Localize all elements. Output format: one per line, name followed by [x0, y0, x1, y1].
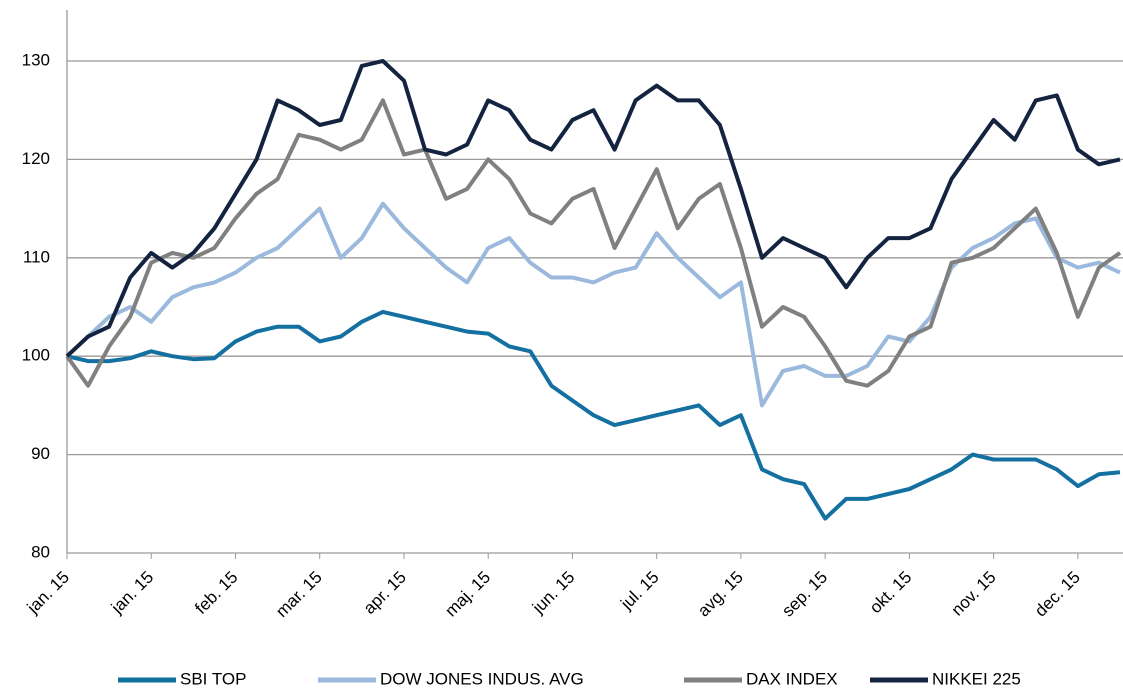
line-series	[65, 98, 1122, 388]
line-series	[66, 309, 1121, 521]
y-tick-label: 110	[23, 247, 50, 266]
x-tick-label: jun. 15	[528, 568, 578, 618]
x-tick-label: jul. 15	[616, 568, 662, 614]
y-tick-label: 90	[31, 444, 50, 463]
x-tick-label: jan. 15	[107, 568, 157, 618]
legend-label: DAX INDEX	[746, 669, 838, 688]
x-tick-label: sep. 15	[778, 568, 831, 621]
y-tick-label: 130	[22, 50, 50, 69]
x-tick-label: dec. 15	[1031, 568, 1084, 621]
y-tick-label: 80	[31, 542, 50, 561]
y-tick-label: 120	[22, 149, 50, 168]
line-series	[65, 59, 1121, 358]
x-tick-label: okt. 15	[866, 568, 916, 618]
x-tick-label: mar. 15	[272, 568, 326, 622]
x-tick-label: avg. 15	[694, 568, 747, 621]
x-tick-label: maj. 15	[441, 568, 494, 621]
x-tick-label: jan. 15	[23, 568, 73, 618]
x-tick-label: feb. 15	[191, 568, 241, 618]
x-tick-label: nov. 15	[948, 568, 1000, 620]
legend-label: DOW JONES INDUS. AVG	[380, 669, 584, 688]
legend-label: NIKKEI 225	[932, 669, 1021, 688]
x-tick-label: apr. 15	[360, 568, 410, 618]
y-tick-label: 100	[22, 346, 50, 365]
legend-label: SBI TOP	[180, 669, 246, 688]
